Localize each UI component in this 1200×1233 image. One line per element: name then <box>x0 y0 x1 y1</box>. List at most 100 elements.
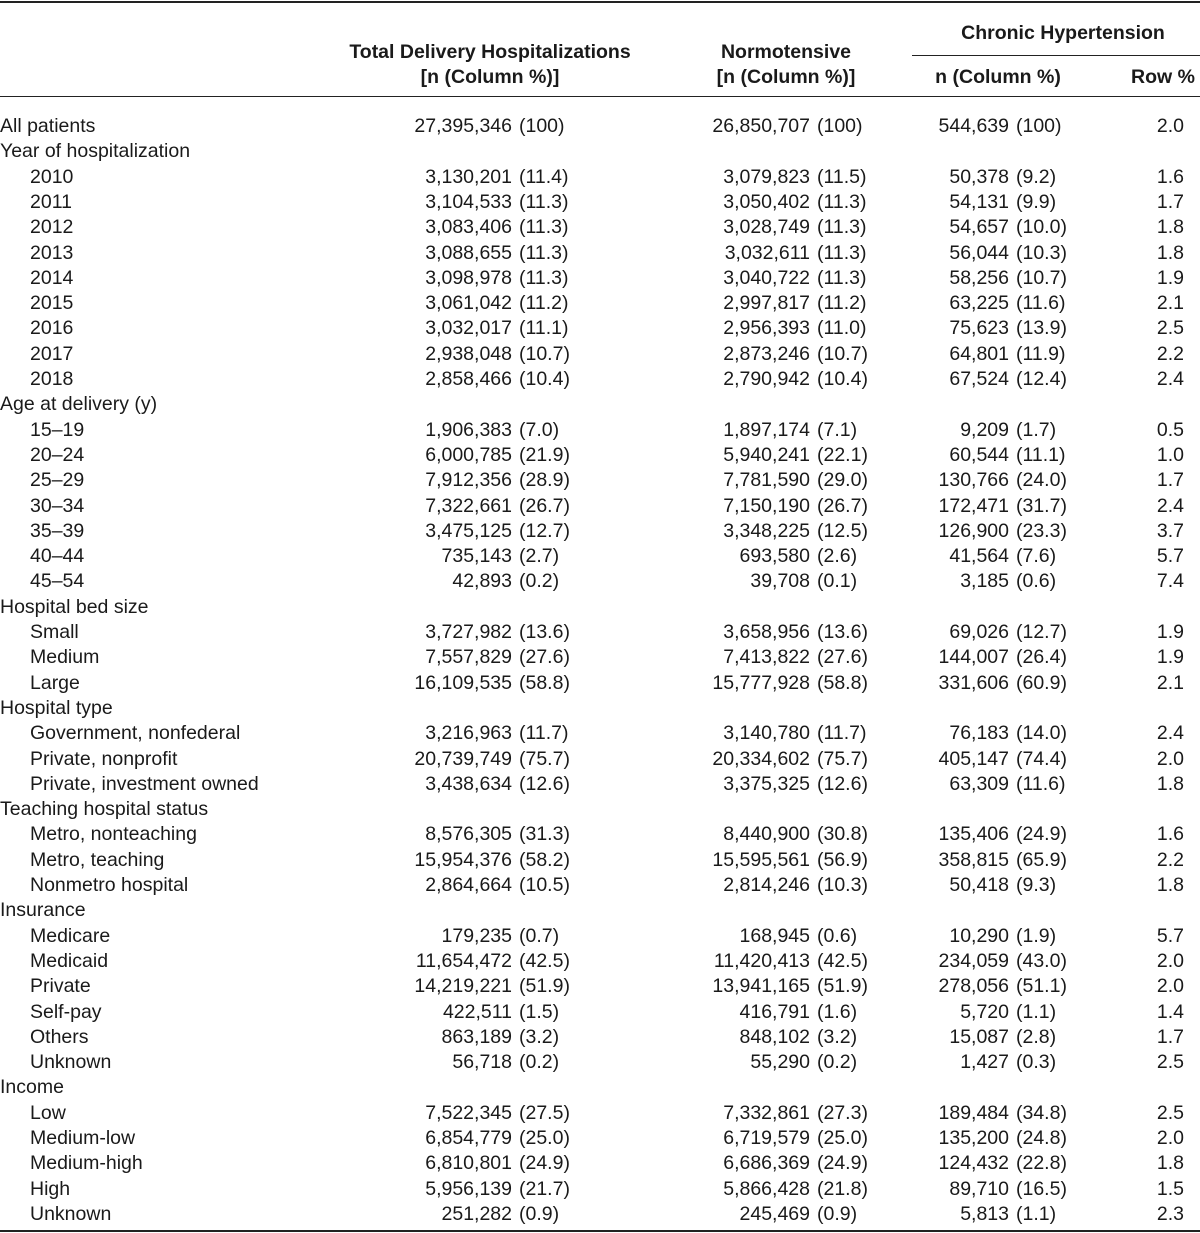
row-pct: 2.3 <box>1156 1202 1184 1225</box>
row-label: All patients <box>0 115 96 137</box>
normo-count: 3,032,611 <box>724 241 810 264</box>
total-count: 422,511 <box>442 1000 512 1023</box>
chronic-count: 3,185 <box>960 570 1009 593</box>
chronic-count: 54,657 <box>949 216 1009 239</box>
normo-column-pct: (2.6) <box>817 545 858 568</box>
row-pct: 1.7 <box>1156 469 1184 492</box>
normo-count: 55,290 <box>750 1051 810 1074</box>
normo-count: 39,708 <box>750 570 810 593</box>
row-label: 2012 <box>30 216 74 239</box>
section-header-row: Hospital bed size <box>0 595 1200 620</box>
total-count: 3,098,978 <box>425 266 512 289</box>
total-count: 7,322,661 <box>425 494 512 517</box>
row-label: 20–24 <box>30 443 85 466</box>
row-label: 25–29 <box>30 469 85 492</box>
row-label: 40–44 <box>30 545 85 568</box>
row-label: Medium-high <box>30 1152 143 1175</box>
total-column-pct: (11.3) <box>519 190 569 213</box>
normo-column-pct: (25.0) <box>817 1127 868 1149</box>
total-count: 3,088,655 <box>425 241 512 264</box>
total-count: 6,854,779 <box>425 1127 512 1149</box>
normo-column-pct: (13.6) <box>817 621 868 643</box>
total-column-pct: (100) <box>519 115 565 137</box>
total-column-pct: (12.7) <box>519 519 570 542</box>
table-row: Unknown 251,282 (0.9) 245,469 (0.9) 5,813 (1.1… <box>0 1202 1200 1227</box>
section-header-row: Year of hospitalization <box>0 139 1200 164</box>
normo-column-pct: (1.6) <box>817 1000 858 1023</box>
normo-count: 15,595,561 <box>712 848 810 871</box>
total-column-pct: (28.9) <box>519 469 570 492</box>
normo-count: 168,945 <box>739 924 811 947</box>
row-pct: 3.7 <box>1156 519 1184 542</box>
normo-column-pct: (29.0) <box>817 469 868 492</box>
row-pct: 2.4 <box>1156 494 1184 517</box>
total-count: 2,858,466 <box>425 368 512 390</box>
section-header-row: Age at delivery (y) <box>0 392 1200 417</box>
chronic-column-pct: (9.3) <box>1016 874 1057 896</box>
normo-count: 693,580 <box>739 545 811 568</box>
total-count: 251,282 <box>441 1202 513 1225</box>
row-pct: 2.4 <box>1156 368 1184 390</box>
row-label: Government, nonfederal <box>30 722 241 745</box>
normo-column-pct: (75.7) <box>817 747 868 770</box>
table-row: Self-pay 422,511 (1.5) 416,791 (1.6) 5,720 (1.… <box>0 1000 1200 1025</box>
normo-column-pct: (21.8) <box>817 1177 868 1200</box>
row-label: Unknown <box>30 1051 112 1074</box>
chronic-count: 50,378 <box>949 165 1009 188</box>
row-label: Hospital type <box>0 696 113 719</box>
total-column-pct: (31.3) <box>519 823 570 846</box>
header-normotensive-sub: [n (Column %)] <box>716 66 856 88</box>
chronic-count: 10,290 <box>949 924 1009 947</box>
chronic-count: 405,147 <box>938 747 1010 770</box>
chronic-column-pct: (14.0) <box>1016 722 1067 745</box>
row-label: Income <box>0 1076 64 1099</box>
total-column-pct: (0.9) <box>519 1202 560 1225</box>
row-label: Metro, teaching <box>30 848 165 871</box>
chronic-column-pct: (60.9) <box>1016 671 1067 694</box>
total-column-pct: (11.3) <box>519 216 569 239</box>
row-pct: 1.9 <box>1156 621 1184 643</box>
chronic-column-pct: (0.3) <box>1016 1051 1057 1074</box>
chronic-count: 63,309 <box>949 772 1009 795</box>
row-label: Medium-low <box>30 1127 136 1149</box>
table-row: 2011 3,104,533 (11.3) 3,050,402 (11.3) 54,131… <box>0 190 1200 215</box>
row-label: Age at delivery (y) <box>0 393 158 416</box>
normo-count: 2,956,393 <box>723 317 810 340</box>
total-count: 3,475,125 <box>425 519 512 542</box>
row-pct: 1.7 <box>1156 190 1184 213</box>
normo-column-pct: (11.3) <box>817 216 867 239</box>
row-pct: 2.5 <box>1156 1101 1184 1124</box>
chronic-count: 126,900 <box>938 519 1010 542</box>
chronic-column-pct: (24.0) <box>1016 469 1067 492</box>
table-row: Metro, teaching 15,954,376 (58.2) 15,595,56… <box>0 848 1200 873</box>
normo-column-pct: (30.8) <box>817 823 868 846</box>
total-count: 3,216,963 <box>425 722 512 745</box>
bottom-rule <box>0 1230 1200 1232</box>
chronic-count: 234,059 <box>938 949 1010 972</box>
chronic-count: 124,432 <box>938 1152 1010 1175</box>
row-pct: 5.7 <box>1156 924 1184 947</box>
normo-column-pct: (0.9) <box>817 1202 858 1225</box>
row-pct: 1.8 <box>1156 241 1184 264</box>
normo-count: 3,079,823 <box>723 165 810 188</box>
row-label: Self-pay <box>30 1000 102 1023</box>
row-pct: 1.8 <box>1156 1152 1184 1175</box>
total-column-pct: (75.7) <box>519 747 570 770</box>
chronic-column-pct: (13.9) <box>1016 317 1067 340</box>
normo-count: 2,873,246 <box>723 342 810 365</box>
chronic-column-pct: (12.4) <box>1016 368 1067 390</box>
total-column-pct: (51.9) <box>519 975 570 998</box>
chronic-count: 544,639 <box>938 115 1010 137</box>
total-column-pct: (27.5) <box>519 1101 570 1124</box>
normo-count: 3,028,749 <box>723 216 810 239</box>
chronic-count: 41,564 <box>949 545 1009 568</box>
row-pct: 1.7 <box>1156 1025 1184 1048</box>
normo-count: 7,413,822 <box>723 646 810 669</box>
total-count: 20,739,749 <box>414 747 512 770</box>
chronic-column-pct: (1.1) <box>1016 1000 1057 1023</box>
header-rule <box>0 96 1200 97</box>
total-column-pct: (11.7) <box>519 722 569 745</box>
row-label: Private <box>30 975 91 998</box>
chronic-count: 331,606 <box>938 671 1010 694</box>
row-label: 2015 <box>30 292 74 315</box>
